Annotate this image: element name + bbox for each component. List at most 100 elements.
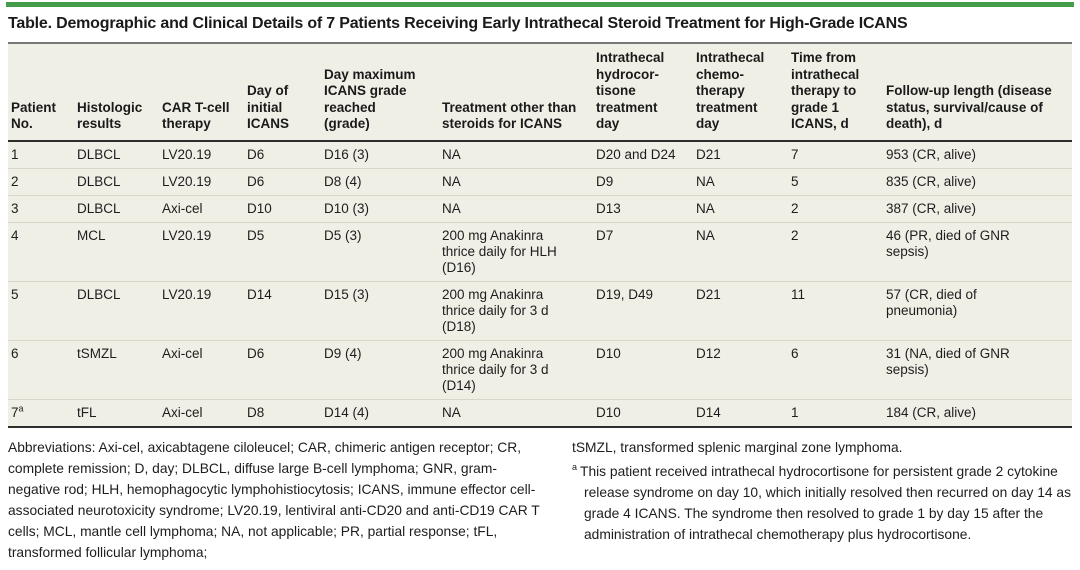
cell-followup: 953 (CR, alive) bbox=[886, 146, 977, 162]
cell-treatment-other: 200 mg Anakinra thrice daily for 3 d (D1… bbox=[439, 280, 593, 340]
cell-time-grade1: 5 bbox=[788, 167, 883, 195]
table-row-patient-7: 7a tFL Axi-cel D8 D14 (4) NA D10 D14 1 184 (CR, a… bbox=[8, 398, 1072, 428]
cell-day-initial: D6 bbox=[247, 146, 265, 162]
cell-treatment-other: NA bbox=[439, 194, 593, 222]
cell-it-hydro: D10 bbox=[593, 398, 693, 428]
cell-it-hydro: D20 and D24 bbox=[596, 146, 676, 162]
column-header-treatment-other: Treatment other than steroids for ICANS bbox=[439, 43, 593, 142]
cell-histologic: DLBCL bbox=[77, 146, 121, 162]
table-header: Patient No. Histologic results CAR T-cell … bbox=[8, 43, 1072, 142]
cell-car-t: LV20.19 bbox=[159, 280, 244, 340]
cell-it-chemo: D14 bbox=[693, 398, 788, 428]
column-header-patient-no: Patient No. bbox=[8, 43, 74, 142]
cell-treatment-other: 200 mg Anakinra thrice daily for 3 d (D1… bbox=[439, 339, 593, 399]
cell-day-initial: D8 bbox=[244, 398, 321, 428]
column-header-car-t: CAR T-cell therapy bbox=[159, 43, 244, 142]
cell-day-initial: D14 bbox=[244, 280, 321, 340]
column-header-followup: Follow-up length (disease status, surviv… bbox=[883, 43, 1072, 142]
cell-treatment-other: NA bbox=[439, 398, 593, 428]
column-header-time-grade1: Time from intrathecal therapy to grade 1… bbox=[788, 43, 883, 142]
cell-patient-no: 2 bbox=[8, 167, 74, 195]
footnote-a-marker: a bbox=[572, 461, 578, 472]
cell-it-hydro: D13 bbox=[593, 194, 693, 222]
cell-patient-no: 5 bbox=[8, 280, 74, 340]
cell-car-t: LV20.19 bbox=[159, 167, 244, 195]
footnote-a: a This patient received intrathecal hydro… bbox=[572, 461, 1072, 545]
table-row-patient-4: 4 MCL LV20.19 D5 D5 (3) 200 mg Anakinra thric… bbox=[8, 221, 1072, 281]
column-header-it-hydro: Intrathecal hydrocor- tisone treatment d… bbox=[593, 43, 693, 142]
cell-followup: 31 (NA, died of GNR sepsis) bbox=[883, 339, 1072, 399]
footnote-abbreviations-continued: tSMZL, transformed splenic marginal zone… bbox=[572, 439, 903, 455]
cell-followup: 57 (CR, died of pneumonia) bbox=[883, 280, 1072, 340]
cell-followup: 46 (PR, died of GNR sepsis) bbox=[883, 221, 1072, 281]
cell-treatment-other: NA bbox=[439, 167, 593, 195]
table-row-patient-3: 3 DLBCL Axi-cel D10 D10 (3) NA D13 NA 2 387 (CR, … bbox=[8, 194, 1072, 222]
patients-table: Patient No. Histologic results CAR T-cell … bbox=[8, 42, 1072, 428]
cell-it-chemo: D12 bbox=[693, 339, 788, 399]
cell-car-t: Axi-cel bbox=[159, 398, 244, 428]
cell-histologic: DLBCL bbox=[74, 167, 159, 195]
cell-car-t: LV20.19 bbox=[162, 146, 212, 162]
cell-time-grade1: 7 bbox=[791, 146, 799, 162]
cell-it-chemo: NA bbox=[693, 194, 788, 222]
cell-followup: 835 (CR, alive) bbox=[883, 167, 1072, 195]
header-row: Patient No. Histologic results CAR T-cell … bbox=[8, 43, 1072, 142]
cell-patient-no: 6 bbox=[8, 339, 74, 399]
footnotes: Abbreviations: Axi-cel, axicabtagene cil… bbox=[8, 437, 1072, 563]
cell-treatment-other: 200 mg Anakinra thrice daily for HLH (D1… bbox=[439, 221, 593, 281]
cell-time-grade1: 11 bbox=[788, 280, 883, 340]
cell-time-grade1: 6 bbox=[788, 339, 883, 399]
cell-histologic: MCL bbox=[74, 221, 159, 281]
cell-it-chemo: D21 bbox=[696, 146, 721, 162]
cell-patient-no: 3 bbox=[8, 194, 74, 222]
cell-car-t: LV20.19 bbox=[159, 221, 244, 281]
cell-car-t: Axi-cel bbox=[159, 194, 244, 222]
cell-day-max: D9 (4) bbox=[321, 339, 439, 399]
cell-it-hydro: D9 bbox=[593, 167, 693, 195]
table-row-patient-6: 6 tSMZL Axi-cel D6 D9 (4) 200 mg Anakinra thr… bbox=[8, 339, 1072, 399]
cell-it-chemo: NA bbox=[693, 167, 788, 195]
table-title: Table. Demographic and Clinical Details … bbox=[8, 15, 908, 32]
cell-it-hydro: D7 bbox=[593, 221, 693, 281]
cell-time-grade1: 2 bbox=[788, 194, 883, 222]
column-header-histologic: Histologic results bbox=[74, 43, 159, 142]
cell-histologic: DLBCL bbox=[74, 194, 159, 222]
cell-histologic: tFL bbox=[74, 398, 159, 428]
patient-footnote-marker: a bbox=[18, 403, 24, 413]
cell-day-max: D16 (3) bbox=[324, 146, 370, 162]
cell-car-t: Axi-cel bbox=[159, 339, 244, 399]
column-header-day-max: Day maximum ICANS grade reached (grade) bbox=[321, 43, 439, 142]
cell-treatment-other: NA bbox=[442, 146, 461, 162]
cell-day-max: D15 (3) bbox=[321, 280, 439, 340]
cell-it-chemo: NA bbox=[693, 221, 788, 281]
table-body: 1 DLBCL LV20.19 D6 D16 (3) NA D20 and D24 D21 7 9… bbox=[8, 141, 1072, 428]
cell-day-initial: D6 bbox=[244, 167, 321, 195]
cell-it-hydro: D10 bbox=[593, 339, 693, 399]
cell-it-chemo: D21 bbox=[693, 280, 788, 340]
footnote-right-column: tSMZL, transformed splenic marginal zone… bbox=[572, 437, 1072, 563]
cell-day-max: D10 (3) bbox=[321, 194, 439, 222]
cell-it-hydro: D19, D49 bbox=[593, 280, 693, 340]
table-row-patient-1: 1 DLBCL LV20.19 D6 D16 (3) NA D20 and D24 D21 7 9… bbox=[8, 141, 1072, 169]
footnote-a-text: This patient received intrathecal hydroc… bbox=[580, 463, 1071, 542]
cell-day-max: D5 (3) bbox=[321, 221, 439, 281]
table-row-patient-2: 2 DLBCL LV20.19 D6 D8 (4) NA D9 NA 5 835 (CR, ali… bbox=[8, 167, 1072, 195]
cell-patient-no: 7a bbox=[8, 398, 74, 428]
cell-day-initial: D6 bbox=[244, 339, 321, 399]
cell-followup: 387 (CR, alive) bbox=[883, 194, 1072, 222]
cell-day-max: D8 (4) bbox=[321, 167, 439, 195]
cell-followup: 184 (CR, alive) bbox=[883, 398, 1072, 428]
cell-patient-no: 4 bbox=[8, 221, 74, 281]
cell-day-initial: D5 bbox=[244, 221, 321, 281]
cell-patient-no: 1 bbox=[11, 146, 19, 162]
cell-time-grade1: 2 bbox=[788, 221, 883, 281]
accent-bar bbox=[6, 2, 1074, 7]
column-header-it-chemo: Intrathecal chemo- therapy treatment day bbox=[693, 43, 788, 142]
cell-day-max: D14 (4) bbox=[321, 398, 439, 428]
table-row-patient-5: 5 DLBCL LV20.19 D14 D15 (3) 200 mg Anakinra t… bbox=[8, 280, 1072, 340]
cell-histologic: DLBCL bbox=[74, 280, 159, 340]
footnote-abbreviations: Abbreviations: Axi-cel, axicabtagene cil… bbox=[8, 439, 540, 560]
column-header-day-initial: Day of initial ICANS bbox=[244, 43, 321, 142]
cell-histologic: tSMZL bbox=[74, 339, 159, 399]
